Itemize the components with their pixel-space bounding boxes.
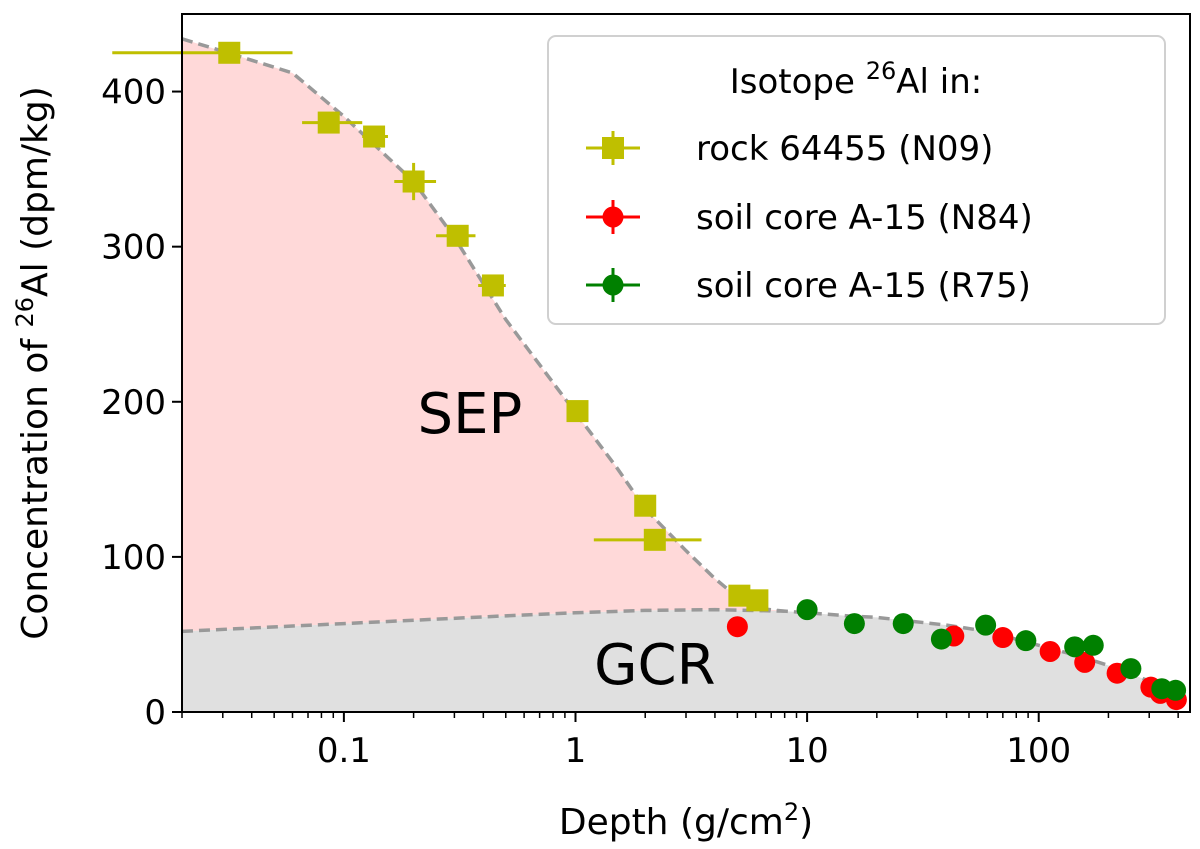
x-axis-ticks: 0.1 1 10 100 [181,712,1179,771]
legend-marker [602,274,624,296]
soil-core-r75-point [796,599,818,621]
soil-core-r75-point [843,613,865,635]
soil-core-r75-point [1064,636,1086,658]
rock-64455-point [317,111,340,134]
soil-core-r75-point [1082,634,1104,656]
y-tick-label: 0 [144,693,166,733]
rock-64455-point [728,584,751,607]
legend-label: rock 64455 (N09) [696,129,993,169]
soil-core-r75-point [975,614,997,636]
rock-64455-point [634,494,657,517]
rock-64455-point [218,41,241,64]
rock-64455-point [566,400,589,423]
legend-box [547,35,1166,325]
y-tick-label: 300 [101,228,166,268]
legend-label: soil core A-15 (R75) [696,266,1031,306]
soil-core-n84-point [1074,651,1096,673]
gcr-fit-curve [182,607,785,634]
y-tick-label: 200 [101,383,166,423]
sep-label: SEP [418,382,523,447]
legend-title: Isotope 26Al in: [730,57,983,102]
soil-core-n84-point [1039,641,1061,663]
rock-64455-point [446,224,469,247]
soil-core-r75-point [1120,658,1142,680]
legend-marker [602,137,624,159]
y-tick-label: 100 [101,538,166,578]
soil-core-n84-point [726,616,748,638]
gcr-region [182,609,1179,712]
soil-core-n84-point [992,627,1014,649]
soil-core-r75-point [930,628,952,650]
rock-64455-point [746,589,769,612]
gcr-label: GCR [594,633,715,698]
x-tick-label: 100 [1006,731,1071,771]
x-tick-label: 10 [785,731,828,771]
rock-64455-point [363,125,386,148]
region-labels: SEP GCR [418,382,716,698]
y-axis-ticks: 0 100 200 300 400 [101,73,182,733]
rock-64455-point [481,274,504,297]
y-tick-label: 400 [101,73,166,113]
x-axis-label: Depth (g/cm2) [559,798,813,843]
soil-core-r75-point [1165,679,1187,701]
soil-core-r75-point [892,613,914,635]
legend-label: soil core A-15 (N84) [696,198,1033,238]
x-tick-label: 0.1 [317,731,371,771]
rock-64455-point [402,170,425,193]
y-axis-label: Concentration of 26Al (dpm/kg) [11,86,56,640]
legend: Isotope 26Al in: rock 64455 (N09) soil co… [547,35,1166,325]
x-tick-label: 1 [565,731,587,771]
region-fills [182,38,1179,712]
rock-64455-point [643,528,666,551]
legend-marker [602,206,624,228]
data-points [112,41,1187,711]
sep-region [182,38,785,632]
soil-core-r75-point [1015,630,1037,652]
